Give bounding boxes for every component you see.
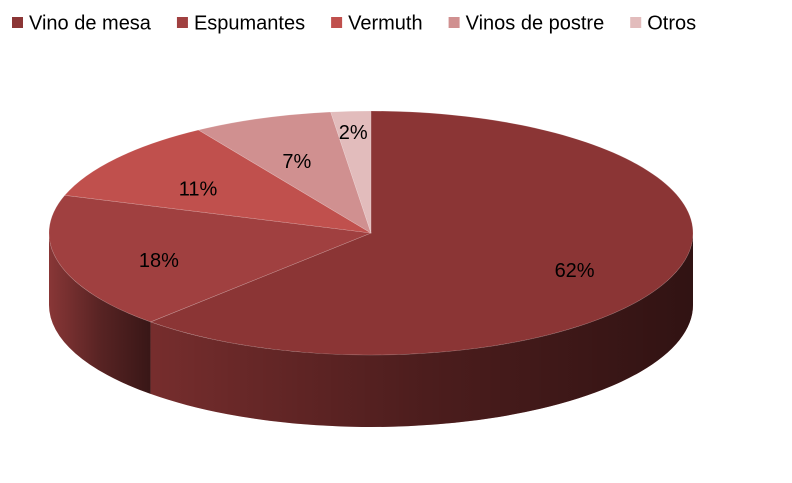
data-label: 62% <box>555 260 595 282</box>
legend-label: Vino de mesa <box>29 12 152 34</box>
legend-swatch <box>12 17 23 28</box>
pie-slice <box>48 194 373 323</box>
pie-side-shade <box>150 233 694 427</box>
pie-side-shade <box>49 233 151 394</box>
legend-label: Vermuth <box>348 12 422 34</box>
pie-slice <box>330 110 372 234</box>
pie-slice <box>149 110 694 356</box>
data-label: 7% <box>282 151 311 173</box>
data-label: 11% <box>179 178 218 200</box>
legend-swatch <box>331 17 343 28</box>
legend-label: Otros <box>647 12 696 34</box>
legend-swatch <box>176 17 188 28</box>
legend-label: Vinos de postre <box>466 12 605 34</box>
legend-swatch <box>448 17 460 28</box>
legend: Vino de mesa Espumantes Vermuth Vinos de po… <box>12 12 696 34</box>
data-label: 2% <box>339 122 368 144</box>
legend-label: Espumantes <box>194 12 305 34</box>
pie-slice <box>197 111 372 234</box>
pie-slice <box>64 129 372 234</box>
legend-swatch <box>630 17 642 28</box>
data-label: 18% <box>139 250 179 272</box>
